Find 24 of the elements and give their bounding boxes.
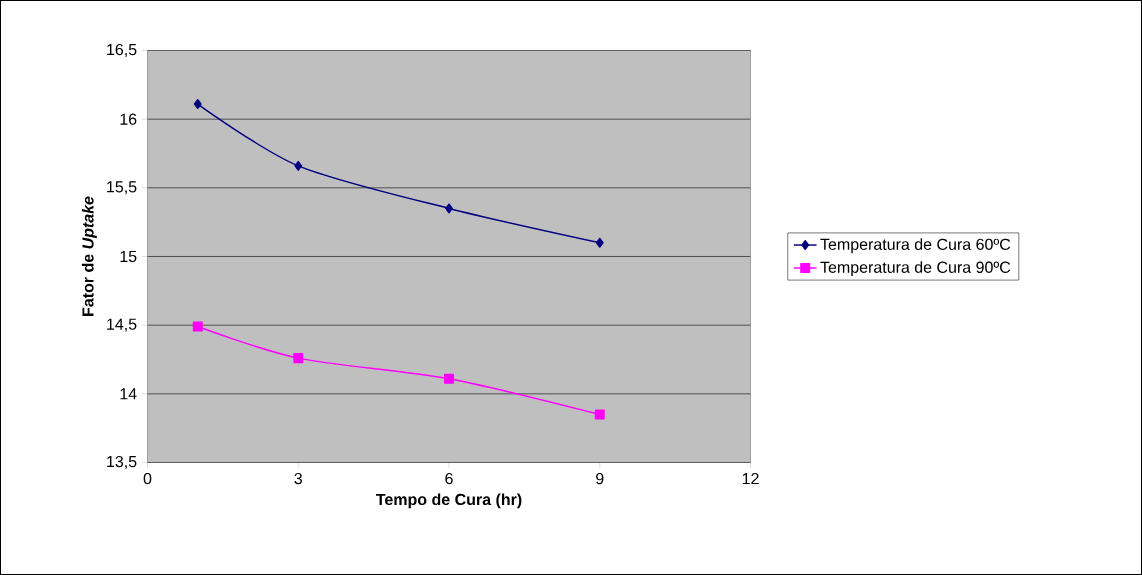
x-tick-label: 6 [445,472,453,485]
legend-label: Temperatura de Cura 90ºC [820,261,1011,277]
y-tick-label: 14,5 [107,318,137,332]
x-tick-label: 0 [143,472,152,485]
point [444,373,455,384]
x-tick-label: 9 [596,472,604,485]
point [594,409,605,420]
y-axis-title: Fator de Uptake [81,196,97,316]
x-axis-title: Tempo de Cura (hr) [376,493,522,509]
y-tick-label: 14 [120,388,137,400]
y-tick-label: 16 [120,113,137,125]
point [294,160,303,171]
point [192,321,203,332]
y-tick-label: 13,5 [107,455,137,470]
legend-label: Temperatura de Cura 60ºC [820,238,1011,254]
x-tick-label: 12 [742,472,759,485]
point [193,99,202,110]
y-tick-label: 15,5 [107,181,137,195]
y-tick-label: 16,5 [107,43,137,58]
y-tick-label: 15 [120,250,137,263]
x-tick-label: 3 [294,472,302,485]
point [293,353,304,364]
point [595,237,604,248]
point [445,203,453,214]
